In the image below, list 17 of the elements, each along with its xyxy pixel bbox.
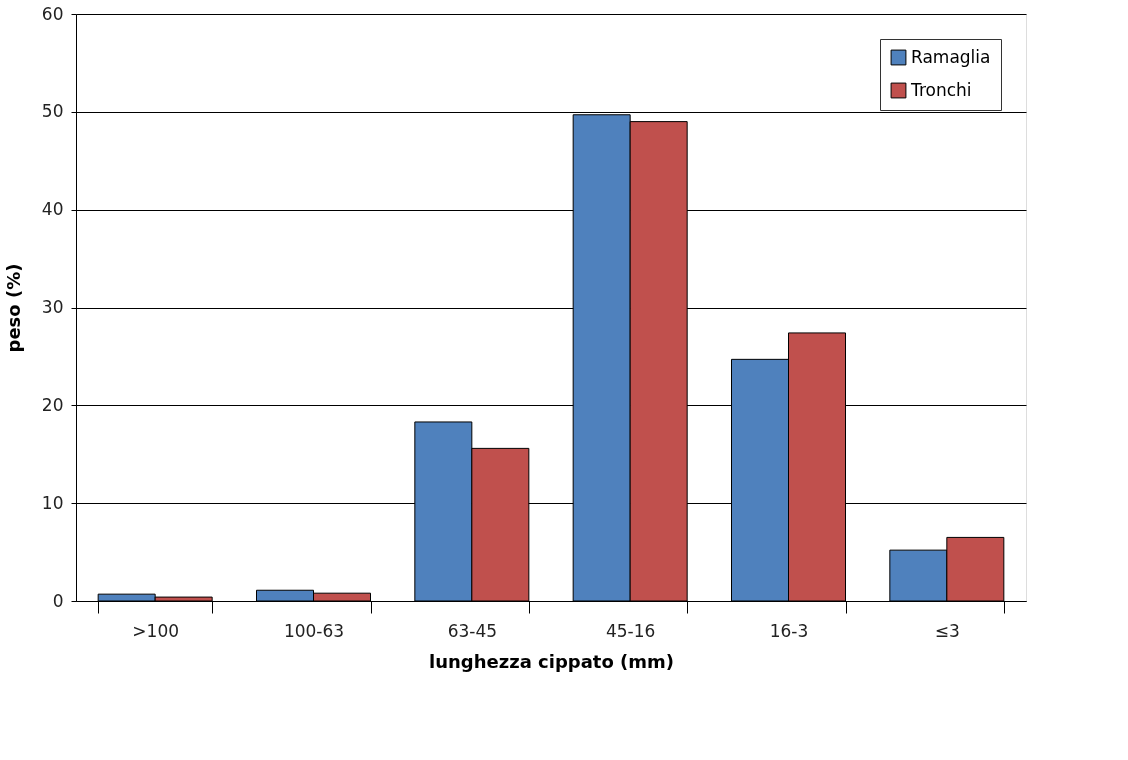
y-tick-label: 60	[41, 3, 64, 24]
x-tick-label: 45-16	[605, 620, 656, 641]
x-tick-label: ≤3	[934, 620, 960, 641]
x-tick-label: >100	[132, 620, 180, 641]
x-axis-title: lunghezza cippato (mm)	[428, 650, 675, 672]
y-tick-label: 30	[41, 297, 64, 317]
x-tick-label: 16-3	[769, 620, 809, 641]
x-tick-label: 63-45	[447, 620, 498, 641]
legend-label: Tronchi	[910, 79, 972, 100]
y-tick-label: 10	[41, 492, 64, 513]
y-axis-title: peso (%)	[2, 263, 24, 353]
y-tick-label: 0	[52, 590, 64, 611]
x-tick-label: 100-63	[283, 620, 345, 641]
y-tick-label: 20	[41, 394, 64, 415]
y-tick-label: 40	[41, 199, 64, 220]
legend-label: Ramaglia	[911, 46, 991, 67]
y-tick-label: 50	[41, 101, 64, 122]
